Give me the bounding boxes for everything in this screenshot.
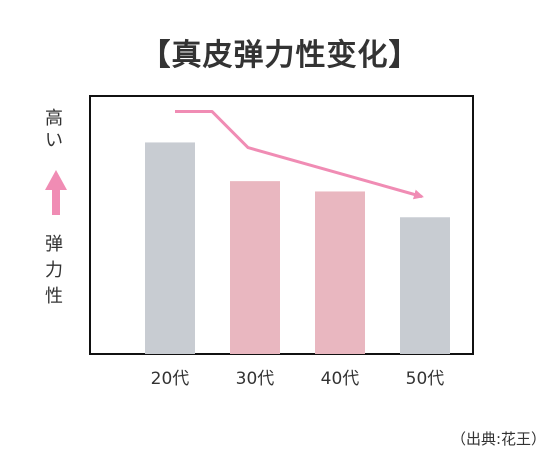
y-axis-label-char: 力 <box>45 260 63 281</box>
bar-50代 <box>400 217 450 354</box>
x-tick-label: 30代 <box>236 369 275 389</box>
y-axis-label-char: 弹 <box>45 234 63 255</box>
bar-20代 <box>145 142 195 354</box>
y-axis-high-label: 高い <box>40 108 68 152</box>
y-axis-high-char: い <box>45 130 63 151</box>
chart-title: 【真皮弹力性变化】 <box>140 38 420 73</box>
trend-arrow <box>175 109 424 200</box>
y-axis-high-char: 高 <box>45 108 63 129</box>
x-tick-label: 20代 <box>151 369 190 389</box>
bar-30代 <box>230 181 280 354</box>
up-arrow-icon <box>45 170 67 215</box>
x-tick-label: 50代 <box>406 369 445 389</box>
y-axis-label: 弹力性 <box>40 232 68 310</box>
bar-40代 <box>315 191 365 354</box>
source-note: （出典:花王） <box>450 430 546 448</box>
x-tick-label: 40代 <box>321 369 360 389</box>
y-axis-label-char: 性 <box>45 286 63 307</box>
plot-frame <box>89 95 474 355</box>
